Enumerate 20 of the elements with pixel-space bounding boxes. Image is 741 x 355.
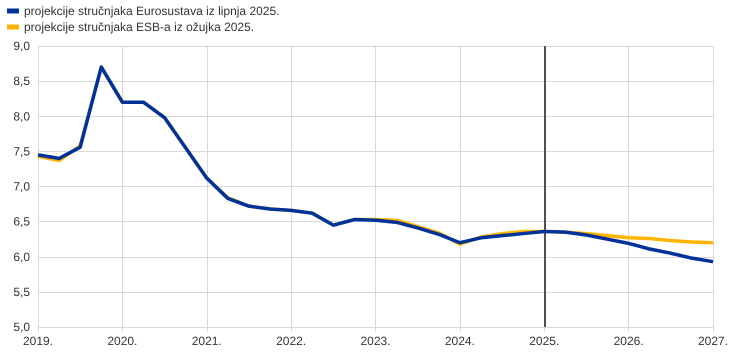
y-tick-label: 8,0: [13, 109, 30, 124]
legend-label: projekcije stručnjaka Eurosustava iz lipnja 2025.: [24, 4, 280, 18]
y-tick-label: 6,5: [13, 214, 30, 229]
x-tick-label: 2027.: [698, 334, 728, 348]
y-tick-label: 7,0: [13, 180, 30, 194]
x-tick-label: 2022.: [276, 334, 306, 348]
x-tick-label: 2020.: [107, 334, 138, 348]
x-tick-label: 2024.: [444, 334, 475, 348]
y-tick-label: 6,0: [13, 250, 30, 264]
y-tick-label: 7,5: [13, 144, 30, 158]
x-tick-label: 2021.: [192, 334, 222, 348]
y-tick-label: 5,0: [13, 320, 30, 334]
y-tick-label: 8,5: [13, 74, 30, 88]
y-tick-label: 5,5: [13, 284, 30, 299]
x-tick-label: 2023.: [360, 334, 391, 348]
x-tick-label: 2026.: [614, 334, 644, 348]
y-tick-label: 9,0: [13, 39, 30, 53]
x-tick-label: 2019.: [22, 334, 54, 348]
x-tick-label: 2025.: [529, 334, 560, 348]
legend-label: projekcije stručnjaka ESB-a iz ožujka 2025.: [24, 20, 254, 34]
